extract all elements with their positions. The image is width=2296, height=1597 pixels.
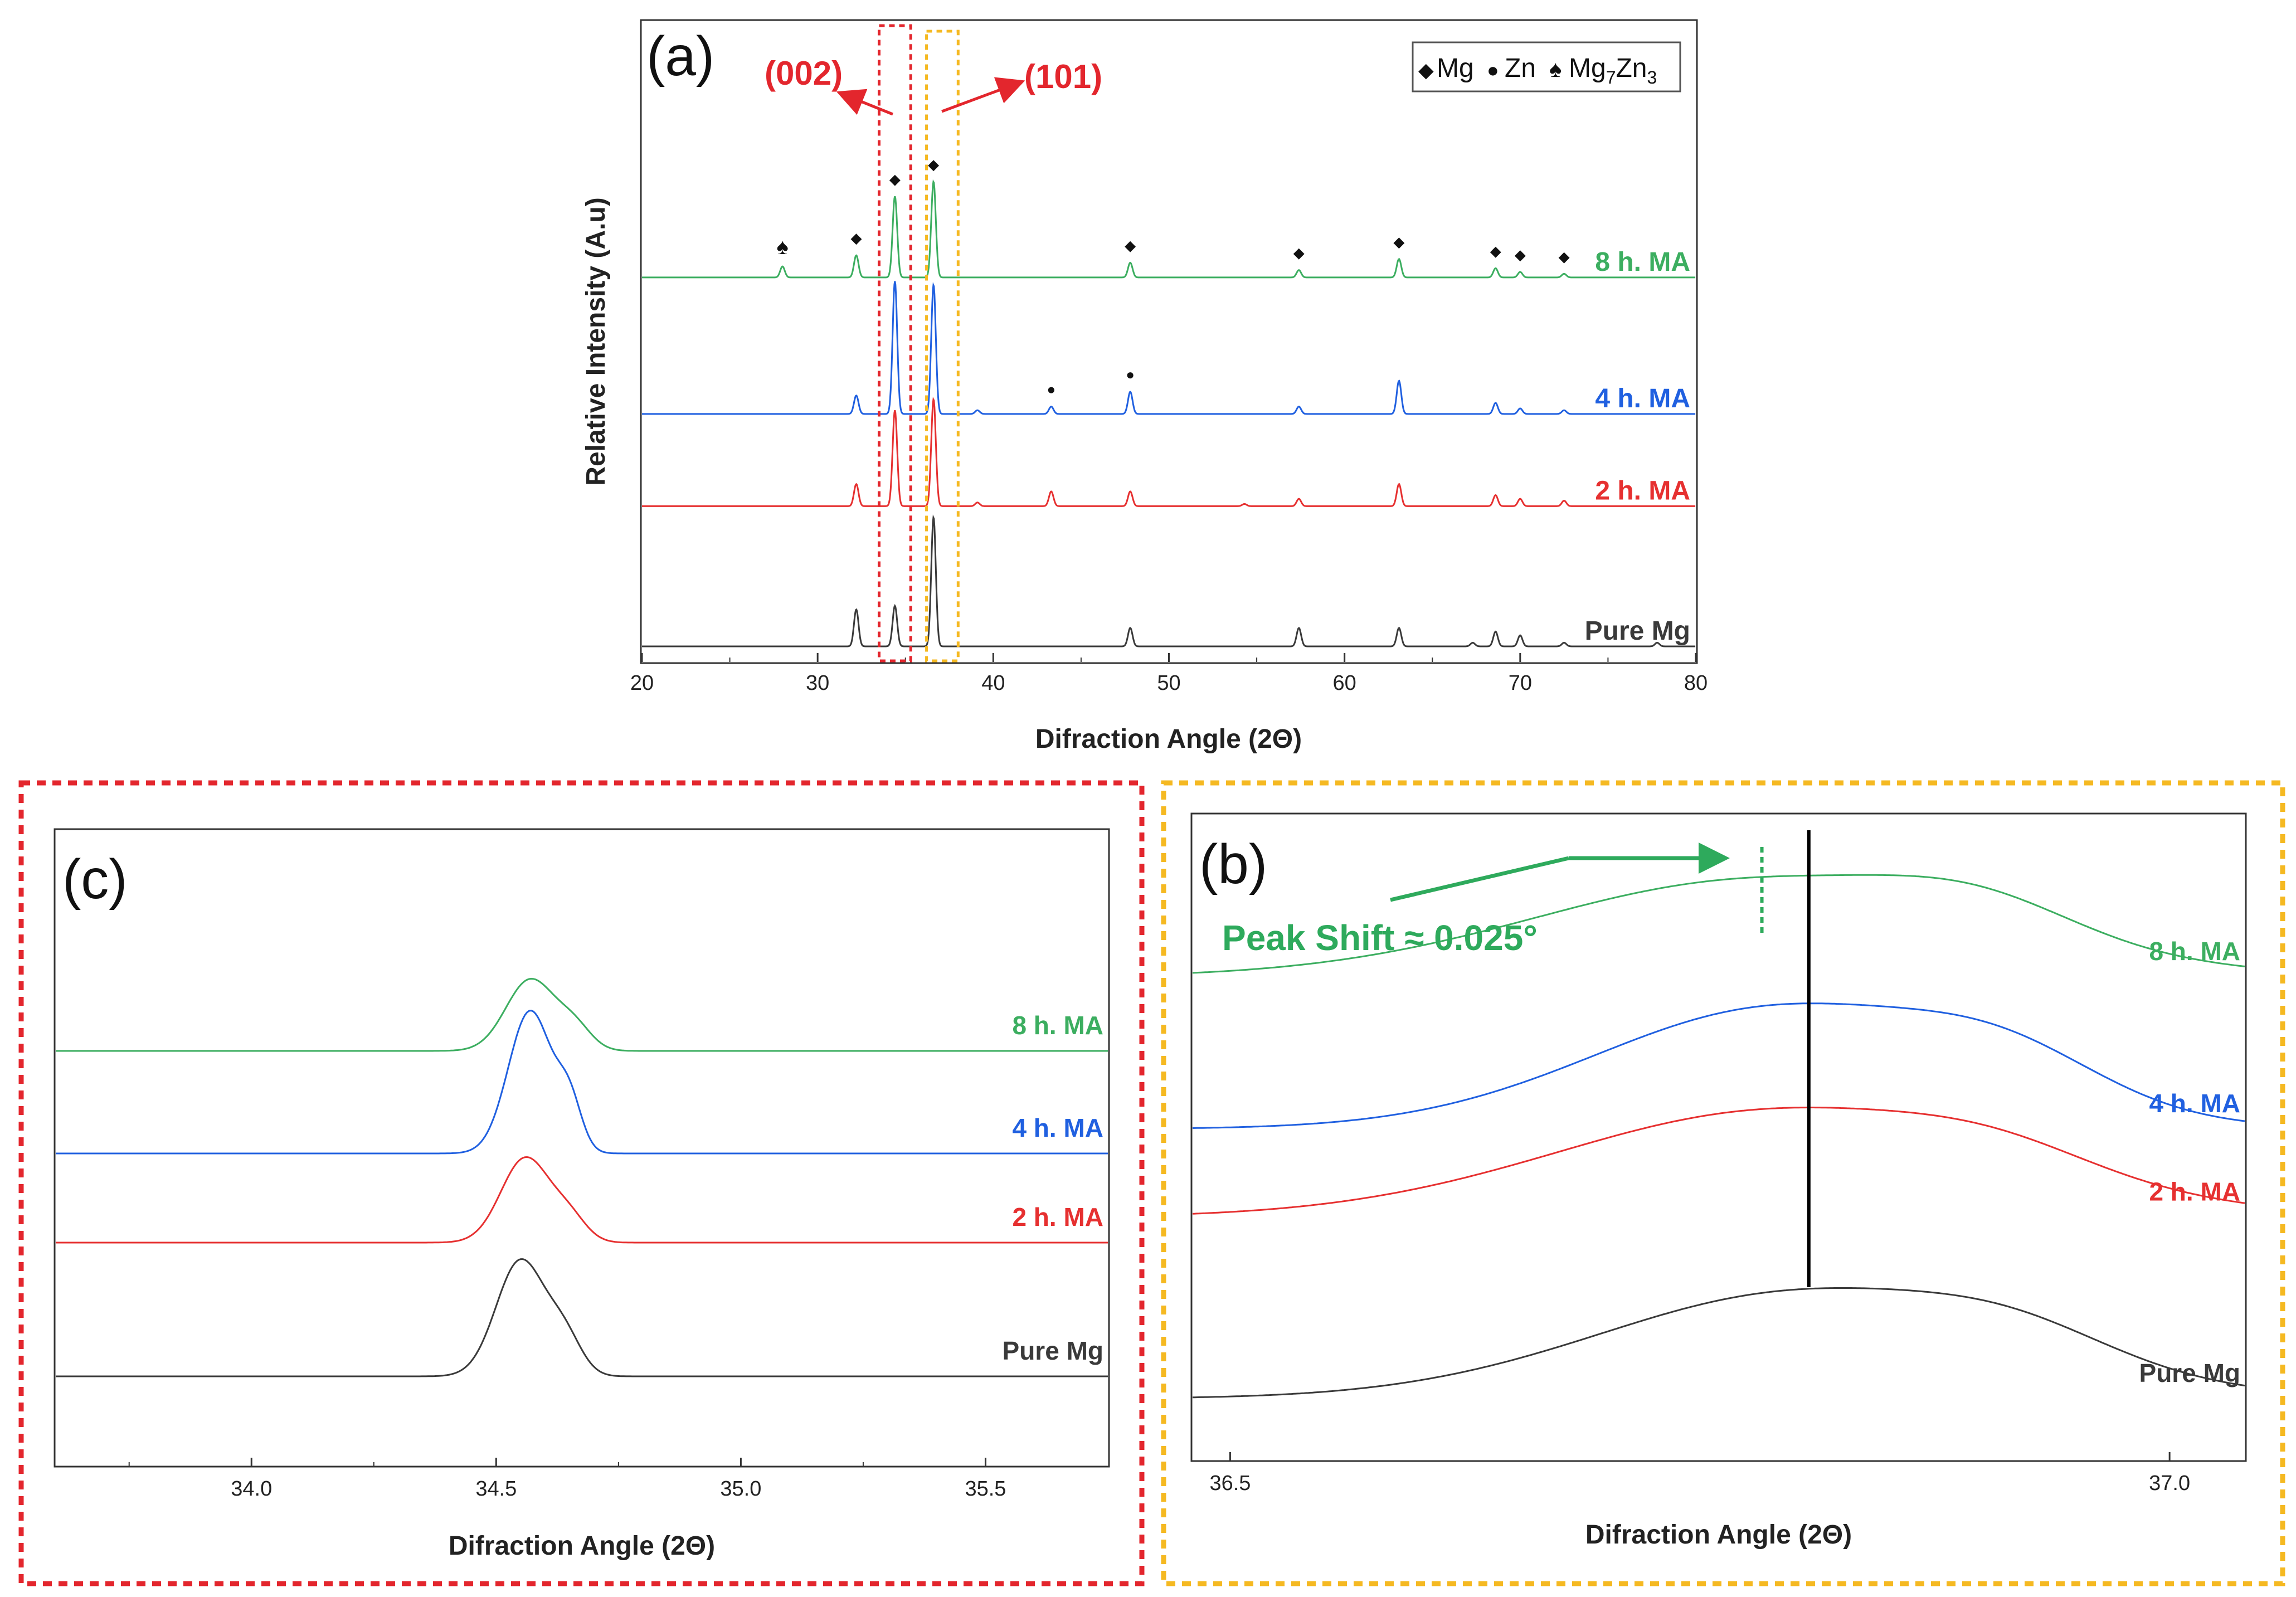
series-label: 2 h. MA xyxy=(1595,476,1690,505)
peak-101-label: (101) xyxy=(1024,58,1102,95)
panel-a-series xyxy=(642,179,1696,647)
peak-002-label: (002) xyxy=(765,55,843,92)
zoom-line-4-h-ma xyxy=(56,1010,1108,1155)
phase-marker-diamond: ◆ xyxy=(1125,237,1136,254)
panel-b-label: (b) xyxy=(1199,833,1267,895)
panel-a-phase-markers: ♠ ◆ ◆ ◆ ◆ ◆ ◆ ◆ ◆ ◆ ● ● xyxy=(777,156,1570,398)
panel-a-xlabel: Difraction Angle (2Θ) xyxy=(1035,724,1302,754)
legend-entry-zn: Zn xyxy=(1505,53,1536,83)
panel-c-frame xyxy=(53,828,1110,1468)
phase-marker-diamond: ◆ xyxy=(1515,246,1526,263)
x-tick-label: 40 xyxy=(981,671,1005,695)
x-tick-label: 60 xyxy=(1333,671,1356,695)
x-tick-label: 34.0 xyxy=(231,1477,272,1501)
series-label: 8 h. MA xyxy=(1595,247,1690,277)
series-label: Pure Mg xyxy=(1003,1336,1103,1365)
legend-spade-symbol: ♠ xyxy=(1549,56,1562,82)
panel-a-frame xyxy=(640,19,1698,664)
x-tick-label: 36.5 xyxy=(1209,1472,1251,1495)
xrd-line-2-h-ma xyxy=(642,397,1696,507)
series-label: 2 h. MA xyxy=(1012,1202,1103,1231)
peak-shift-arrow-diag xyxy=(1390,856,1569,902)
x-tick-label: 37.0 xyxy=(2149,1472,2190,1495)
series-label: 4 h. MA xyxy=(1595,384,1690,413)
panel-c-outer-frame xyxy=(18,780,1145,1586)
xrd-line-8-h-ma xyxy=(642,179,1696,279)
phase-marker-dot: ● xyxy=(1126,366,1135,383)
panel-c-ticks: 34.0 34.5 35.0 35.5 xyxy=(128,1458,1006,1501)
panel-b-frame xyxy=(1190,812,2247,1462)
series-label: 4 h. MA xyxy=(1012,1113,1103,1142)
x-tick-label: 70 xyxy=(1509,671,1532,695)
x-tick-label: 35.0 xyxy=(720,1477,761,1501)
series-label: 8 h. MA xyxy=(2149,937,2240,966)
panel-a-series-labels: Pure Mg 2 h. MA 4 h. MA 8 h. MA xyxy=(1585,247,1690,646)
legend-dot-symbol: ● xyxy=(1487,59,1499,81)
phase-marker-spade: ♠ xyxy=(777,235,789,259)
series-label: Pure Mg xyxy=(2139,1359,2240,1387)
panel-a: 20 30 40 50 60 70 80 ♠ ◆ ◆ ◆ ◆ ◆ ◆ ◆ ◆ ◆ ● ● Pure Mg 2 h. … xyxy=(581,19,1708,754)
phase-marker-diamond: ◆ xyxy=(1490,242,1501,259)
panel-a-label: (a) xyxy=(646,25,714,87)
panel-c-xlabel: Difraction Angle (2Θ) xyxy=(449,1531,715,1561)
phase-marker-diamond: ◆ xyxy=(928,156,939,173)
x-tick-label: 20 xyxy=(630,671,654,695)
panel-c-series xyxy=(56,977,1108,1377)
legend-entry-mg: Mg xyxy=(1437,53,1474,83)
phase-marker-dot: ● xyxy=(1047,381,1055,398)
panel-b-outer-frame xyxy=(1161,780,2285,1586)
panel-b: 36.5 37.0 Pure Mg 2 h. MA 4 h. MA 8 h. MA (b… xyxy=(1190,812,2247,1550)
phase-marker-diamond: ◆ xyxy=(1393,233,1404,250)
x-tick-label: 50 xyxy=(1157,671,1180,695)
zoom-line-8-h-ma xyxy=(56,977,1108,1052)
legend-mg7zn3-sub3: 3 xyxy=(1647,67,1657,87)
series-label: 4 h. MA xyxy=(2149,1089,2240,1118)
phase-marker-diamond: ◆ xyxy=(889,171,901,187)
peak-002-arrow xyxy=(836,89,893,116)
zoom-line-pure-mg xyxy=(56,1258,1108,1377)
x-tick-label: 30 xyxy=(806,671,829,695)
x-tick-label: 34.5 xyxy=(475,1477,517,1501)
x-tick-label: 80 xyxy=(1684,671,1708,695)
peak-101-arrow xyxy=(941,77,1025,113)
panel-c: 34.0 34.5 35.0 35.5 Pure Mg 2 h. MA 4 h. MA 8 … xyxy=(53,828,1110,1561)
phase-marker-diamond: ◆ xyxy=(851,230,862,246)
panel-b-ticks: 36.5 37.0 xyxy=(1209,1452,2190,1495)
zoom-line-2-h-ma xyxy=(1192,1107,2245,1215)
panel-b-series xyxy=(1192,874,2245,1399)
zoom-line-8-h-ma xyxy=(1192,874,2245,974)
phase-marker-diamond: ◆ xyxy=(1559,248,1570,265)
panel-a-ylabel: Relative Intensity (A.u) xyxy=(581,197,611,485)
series-label: Pure Mg xyxy=(1585,616,1690,646)
series-label: 2 h. MA xyxy=(2149,1177,2240,1206)
legend-mg7zn3-sub7: 7 xyxy=(1606,67,1616,87)
series-label: 8 h. MA xyxy=(1012,1011,1103,1040)
panel-b-series-labels: Pure Mg 2 h. MA 4 h. MA 8 h. MA xyxy=(2139,937,2240,1387)
panel-c-label: (c) xyxy=(62,848,128,911)
xrd-line-pure-mg xyxy=(642,514,1696,647)
highlight-box-101 xyxy=(925,30,960,663)
legend-mg7zn3-mg: Mg xyxy=(1569,53,1606,83)
legend-diamond-symbol: ◆ xyxy=(1418,59,1434,81)
legend-frame xyxy=(1412,41,1681,92)
legend-entry-mg7zn3: Mg7Zn3 xyxy=(1569,53,1657,87)
peak-shift-annotation: Peak Shift ≈ 0.025° xyxy=(1222,918,1538,958)
phase-marker-diamond: ◆ xyxy=(1293,245,1305,261)
panel-c-series-labels: Pure Mg 2 h. MA 4 h. MA 8 h. MA xyxy=(1003,1011,1103,1365)
legend: ◆ Mg ● Zn ♠ Mg7Zn3 xyxy=(1412,41,1681,92)
x-tick-label: 35.5 xyxy=(965,1477,1006,1501)
zoom-line-4-h-ma xyxy=(1192,1002,2245,1129)
highlight-box-002 xyxy=(877,24,912,663)
zoom-line-pure-mg xyxy=(1193,1287,2245,1399)
legend-mg7zn3-zn: Zn xyxy=(1616,53,1647,83)
panel-b-xlabel: Difraction Angle (2Θ) xyxy=(1585,1520,1852,1550)
xrd-line-4-h-ma xyxy=(642,281,1696,415)
zoom-line-2-h-ma xyxy=(56,1156,1108,1244)
panel-a-ticks: 20 30 40 50 60 70 80 xyxy=(630,653,1708,695)
